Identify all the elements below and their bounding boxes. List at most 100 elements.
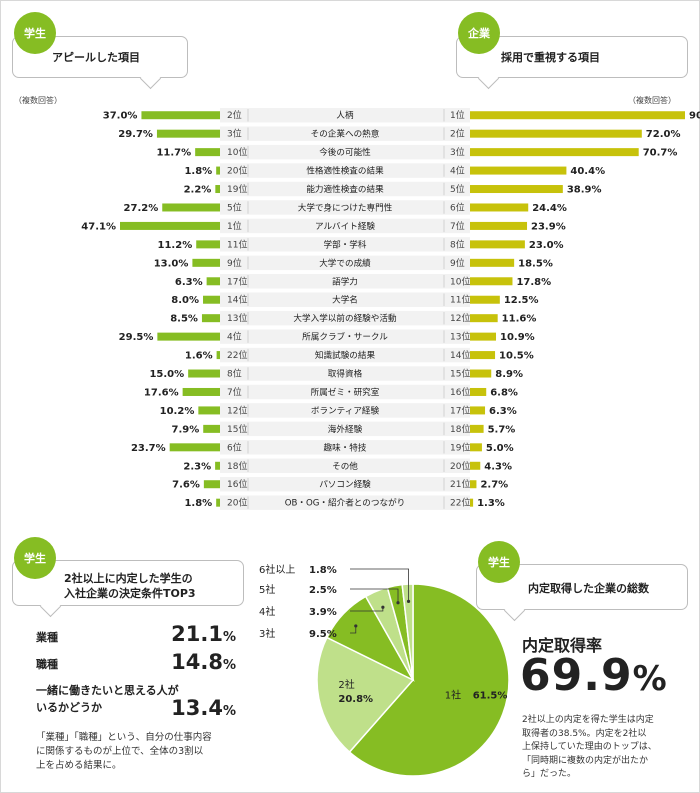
company-bar	[470, 166, 567, 175]
student-bar	[141, 111, 220, 120]
category-row-bg	[220, 477, 470, 492]
category-label: 所属クラブ・サークル	[302, 331, 388, 343]
student-rank: 11位	[227, 238, 247, 250]
student-bar-label: 1.8%	[184, 498, 212, 509]
company-bar	[470, 277, 513, 286]
student-bar	[201, 314, 220, 323]
student-bar	[169, 443, 220, 452]
company-rank: 2位	[450, 128, 465, 140]
conditions-title-line2: 入社企業の決定条件TOP3	[64, 587, 196, 600]
company-bar-label: 23.9%	[531, 221, 566, 232]
company-rank: 10位	[450, 275, 470, 287]
company-rank: 13位	[450, 331, 470, 343]
company-bar-label: 23.0%	[529, 240, 564, 251]
student-bar-label: 7.9%	[171, 424, 199, 435]
company-rank: 17位	[450, 404, 470, 416]
student-bar	[192, 258, 220, 267]
student-rank: 15位	[227, 423, 247, 435]
company-bar	[470, 351, 496, 360]
student-bar-label: 2.3%	[183, 461, 211, 472]
company-bar	[470, 203, 529, 212]
category-label: 今後の可能性	[319, 146, 371, 158]
student-bar-label: 1.6%	[185, 351, 213, 362]
company-bar-label: 8.9%	[495, 369, 523, 380]
category-label: 取得資格	[328, 368, 363, 380]
student-bar	[162, 203, 220, 212]
student-badge: 学生	[14, 12, 56, 54]
company-bar-label: 5.7%	[488, 424, 516, 435]
category-row-bg	[220, 384, 470, 400]
student-bar-label: 8.5%	[170, 314, 198, 325]
company-bar	[470, 480, 477, 489]
company-bar-label: 10.9%	[500, 332, 535, 343]
company-rank: 1位	[450, 109, 465, 121]
student-appeal-bubble	[12, 36, 188, 90]
company-rank: 6位	[450, 201, 465, 213]
company-bar-label: 40.4%	[570, 166, 605, 177]
company-rank: 4位	[450, 165, 465, 177]
category-label: アルバイト経験	[315, 220, 375, 232]
student-bar	[203, 480, 220, 489]
condition-label-3-line2: いるかどうか	[36, 701, 102, 714]
category-label: 性格適性検査の結果	[306, 165, 384, 177]
student-rank: 20位	[227, 165, 247, 177]
company-bar	[470, 332, 497, 341]
student-bar-label: 10.2%	[160, 406, 195, 417]
company-bar	[470, 443, 482, 452]
condition-label-2: 職種	[36, 658, 58, 671]
category-row-bg	[220, 274, 470, 289]
conditions-title-line1: 2社以上に内定した学生の	[64, 572, 193, 585]
student-bar-label: 17.6%	[144, 387, 179, 398]
company-bar-label: 11.6%	[502, 314, 537, 325]
student-rank: 3位	[227, 128, 242, 140]
company-bar	[470, 148, 639, 157]
condition-value-3: 13.4%	[171, 696, 236, 720]
student-bar-label: 2.2%	[184, 185, 212, 196]
company-bar	[470, 387, 487, 396]
company-bar	[470, 424, 484, 433]
company-rank: 16位	[450, 386, 470, 398]
company-rank: 3位	[450, 146, 465, 158]
student-rank: 18位	[227, 460, 247, 472]
company-bar-label: 18.5%	[518, 258, 553, 269]
company-bar-label: 5.0%	[486, 443, 514, 454]
offers-student-badge: 学生	[478, 541, 520, 583]
student-bar-label: 29.5%	[119, 332, 154, 343]
category-row-bg	[220, 347, 470, 363]
student-bar-label: 8.0%	[171, 295, 199, 306]
category-label: その企業への熱意	[311, 128, 380, 140]
category-label: 海外経験	[328, 423, 363, 435]
company-bar	[470, 314, 498, 323]
student-bar	[156, 129, 220, 138]
student-bar	[206, 277, 220, 286]
company-priority-title: 採用で重視する項目	[501, 51, 600, 64]
company-bar	[470, 295, 500, 304]
category-label: 能力適性検査の結果	[306, 183, 384, 195]
company-bar-label: 38.9%	[567, 185, 602, 196]
company-bar-label: 6.3%	[489, 406, 517, 417]
student-bar-label: 6.3%	[175, 277, 203, 288]
category-row-bg	[220, 421, 470, 437]
student-rank: 4位	[227, 331, 242, 343]
company-bar-label: 1.3%	[477, 498, 505, 509]
company-bar-label: 10.5%	[499, 351, 534, 362]
company-bar-label: 17.8%	[516, 277, 551, 288]
student-rank: 2位	[227, 109, 242, 121]
category-row-bg	[220, 292, 470, 307]
company-bar	[470, 129, 642, 138]
student-rank: 10位	[227, 146, 247, 158]
category-label: ボランティア経験	[311, 404, 380, 416]
offer-rate-label: 内定取得率	[522, 636, 603, 655]
category-row-bg	[220, 366, 470, 381]
category-row-bg	[220, 144, 470, 160]
student-bar	[188, 369, 220, 378]
company-bar	[470, 111, 685, 120]
offers-body: 2社以上の内定を得た学生は内定 取得者の38.5%。内定を2社以 上保持していた…	[522, 715, 657, 779]
student-rank: 12位	[227, 404, 247, 416]
student-bar	[216, 166, 220, 175]
company-badge: 企業	[458, 12, 500, 54]
company-rank: 12位	[450, 312, 470, 324]
student-rank: 9位	[227, 257, 242, 269]
company-rank: 14位	[450, 349, 470, 361]
company-bar	[470, 369, 492, 378]
